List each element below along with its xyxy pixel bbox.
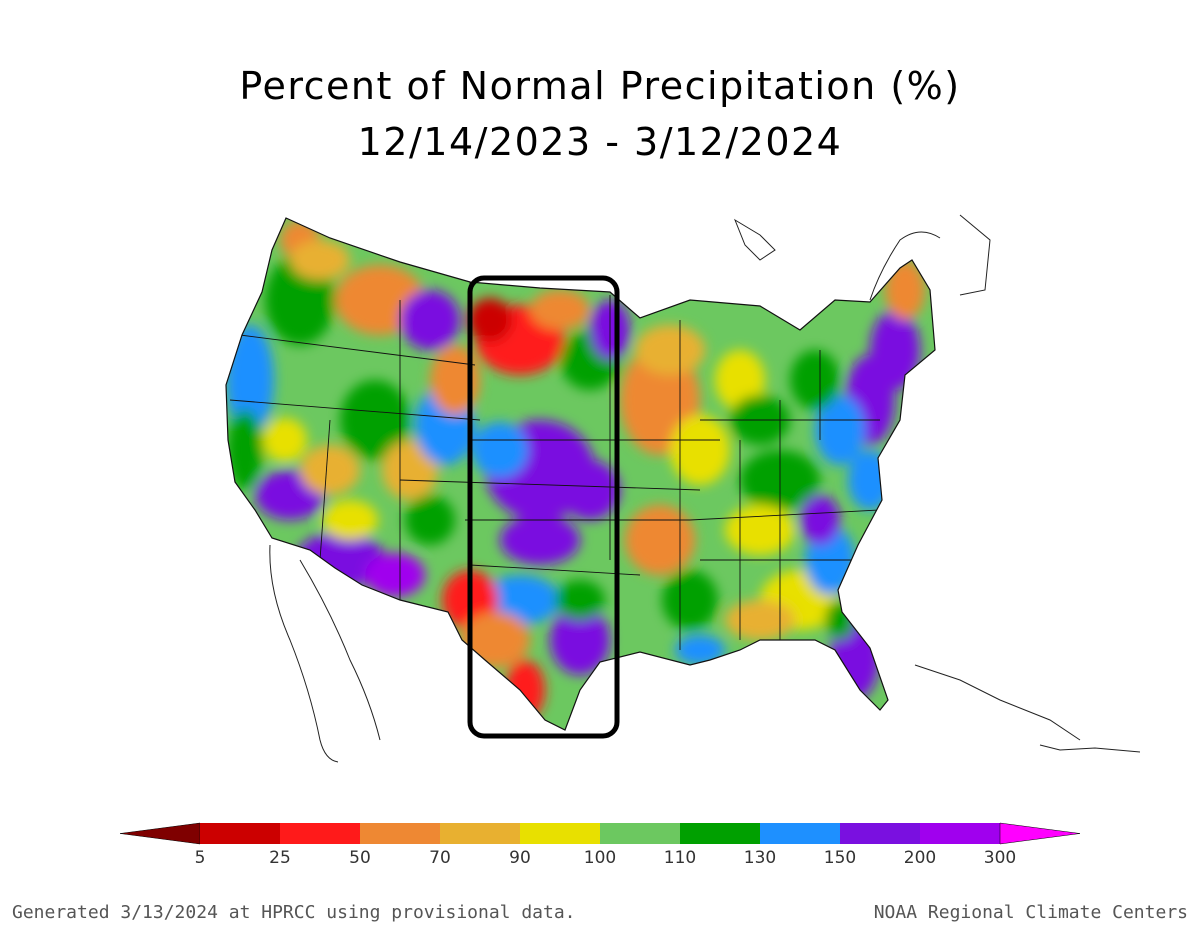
precipitation-field (226, 218, 935, 730)
colorbar-bin (920, 823, 1000, 844)
colorbar-bin (680, 823, 760, 844)
map-date-range: 12/14/2023 - 3/12/2024 (357, 120, 843, 164)
colorbar-under-arrow (119, 822, 201, 845)
colorbar-tick-label: 100 (583, 848, 617, 868)
colorbar-tick-label: 70 (429, 848, 451, 868)
colorbar-bin (440, 823, 520, 844)
colorbar-tick-label: 25 (269, 848, 291, 868)
generated-note: Generated 3/13/2024 at HPRCC using provi… (12, 902, 576, 923)
coastlines (269, 214, 1141, 763)
colorbar-bin (200, 823, 280, 844)
colorbar-bin (840, 823, 920, 844)
colorbar-bin (280, 823, 360, 844)
colorbar-tick-label: 150 (823, 848, 857, 868)
colorbar (119, 822, 1081, 845)
colorbar-tick-label: 200 (903, 848, 937, 868)
map-title: Percent of Normal Precipitation (%) (239, 64, 961, 108)
colorbar-tick-label: 5 (194, 848, 206, 868)
colorbar-bin (360, 823, 440, 844)
colorbar-tick-label: 90 (509, 848, 531, 868)
colorbar-tick-label: 130 (743, 848, 777, 868)
colorbar-tick-label: 110 (663, 848, 697, 868)
colorbar-bin (760, 823, 840, 844)
colorbar-tick-label: 300 (983, 848, 1017, 868)
colorbar-bin (600, 823, 680, 844)
source-credit: NOAA Regional Climate Centers (873, 902, 1188, 923)
colorbar-over-arrow (999, 822, 1081, 845)
highlight-region-box (467, 275, 620, 739)
colorbar-tick-label: 50 (349, 848, 371, 868)
colorbar-bin (520, 823, 600, 844)
